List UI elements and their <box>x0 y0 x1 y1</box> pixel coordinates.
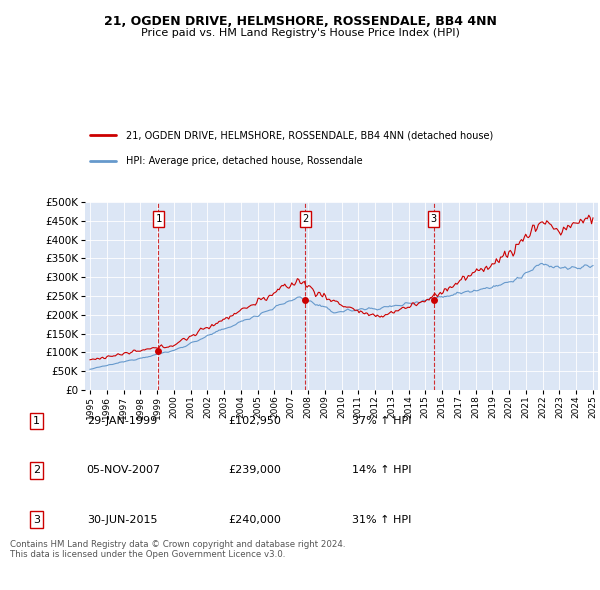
Text: 30-JUN-2015: 30-JUN-2015 <box>87 514 157 525</box>
Text: Contains HM Land Registry data © Crown copyright and database right 2024.
This d: Contains HM Land Registry data © Crown c… <box>10 540 346 559</box>
Text: 3: 3 <box>431 214 437 224</box>
Text: £239,000: £239,000 <box>229 466 281 476</box>
Text: 1: 1 <box>155 214 161 224</box>
Text: £240,000: £240,000 <box>229 514 281 525</box>
Text: 37% ↑ HPI: 37% ↑ HPI <box>352 416 412 426</box>
Text: HPI: Average price, detached house, Rossendale: HPI: Average price, detached house, Ross… <box>126 156 362 166</box>
Text: 1: 1 <box>33 416 40 426</box>
Text: 29-JAN-1999: 29-JAN-1999 <box>87 416 157 426</box>
Text: 31% ↑ HPI: 31% ↑ HPI <box>352 514 412 525</box>
Text: 21, OGDEN DRIVE, HELMSHORE, ROSSENDALE, BB4 4NN (detached house): 21, OGDEN DRIVE, HELMSHORE, ROSSENDALE, … <box>126 130 493 140</box>
Text: 14% ↑ HPI: 14% ↑ HPI <box>352 466 412 476</box>
Text: 2: 2 <box>302 214 308 224</box>
Text: £102,950: £102,950 <box>229 416 281 426</box>
Text: 21, OGDEN DRIVE, HELMSHORE, ROSSENDALE, BB4 4NN: 21, OGDEN DRIVE, HELMSHORE, ROSSENDALE, … <box>104 15 496 28</box>
Text: 3: 3 <box>33 514 40 525</box>
Text: Price paid vs. HM Land Registry's House Price Index (HPI): Price paid vs. HM Land Registry's House … <box>140 28 460 38</box>
Text: 05-NOV-2007: 05-NOV-2007 <box>87 466 161 476</box>
Text: 2: 2 <box>33 466 40 476</box>
